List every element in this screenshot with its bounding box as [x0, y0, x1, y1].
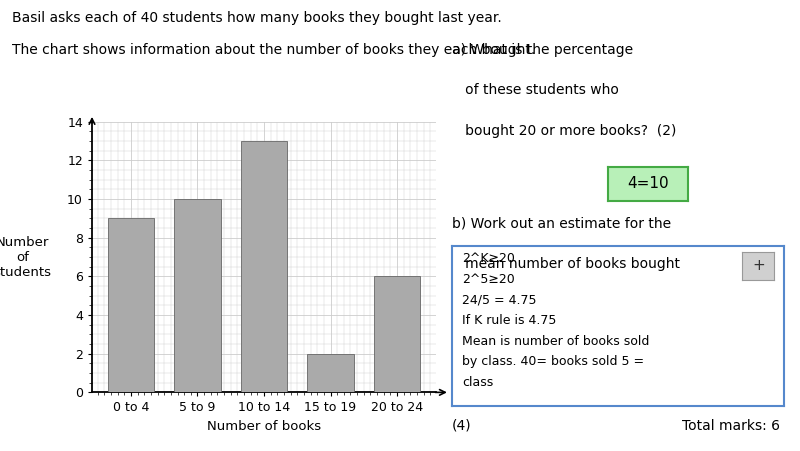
Text: class: class	[462, 376, 494, 389]
Text: +: +	[752, 258, 765, 273]
X-axis label: Number of books: Number of books	[207, 420, 321, 433]
Bar	[174, 199, 221, 392]
Text: Total marks: 6: Total marks: 6	[682, 419, 780, 433]
Text: of these students who: of these students who	[452, 83, 619, 97]
Text: If K rule is 4.75: If K rule is 4.75	[462, 314, 556, 327]
Text: The chart shows information about the number of books they each bought.: The chart shows information about the nu…	[12, 43, 535, 57]
Text: 24/5 = 4.75: 24/5 = 4.75	[462, 293, 537, 306]
Text: mean number of books bought: mean number of books bought	[452, 257, 680, 271]
Bar	[241, 141, 287, 392]
Text: 2^K≥20: 2^K≥20	[462, 252, 515, 265]
Y-axis label: Number
of
students: Number of students	[0, 235, 52, 279]
Text: 2^5≥20: 2^5≥20	[462, 273, 514, 286]
Text: 4=10: 4=10	[627, 176, 669, 191]
Text: bought 20 or more books?  (2): bought 20 or more books? (2)	[452, 124, 676, 138]
Text: (4): (4)	[452, 419, 472, 433]
Text: a) What is the percentage: a) What is the percentage	[452, 43, 633, 57]
Text: Mean is number of books sold: Mean is number of books sold	[462, 335, 650, 348]
Text: by class. 40= books sold 5 =: by class. 40= books sold 5 =	[462, 355, 644, 368]
Bar	[374, 276, 420, 392]
Bar	[307, 354, 354, 392]
Text: b) Work out an estimate for the: b) Work out an estimate for the	[452, 216, 671, 230]
Text: Basil asks each of 40 students how many books they bought last year.: Basil asks each of 40 students how many …	[12, 11, 502, 25]
Bar	[108, 218, 154, 392]
